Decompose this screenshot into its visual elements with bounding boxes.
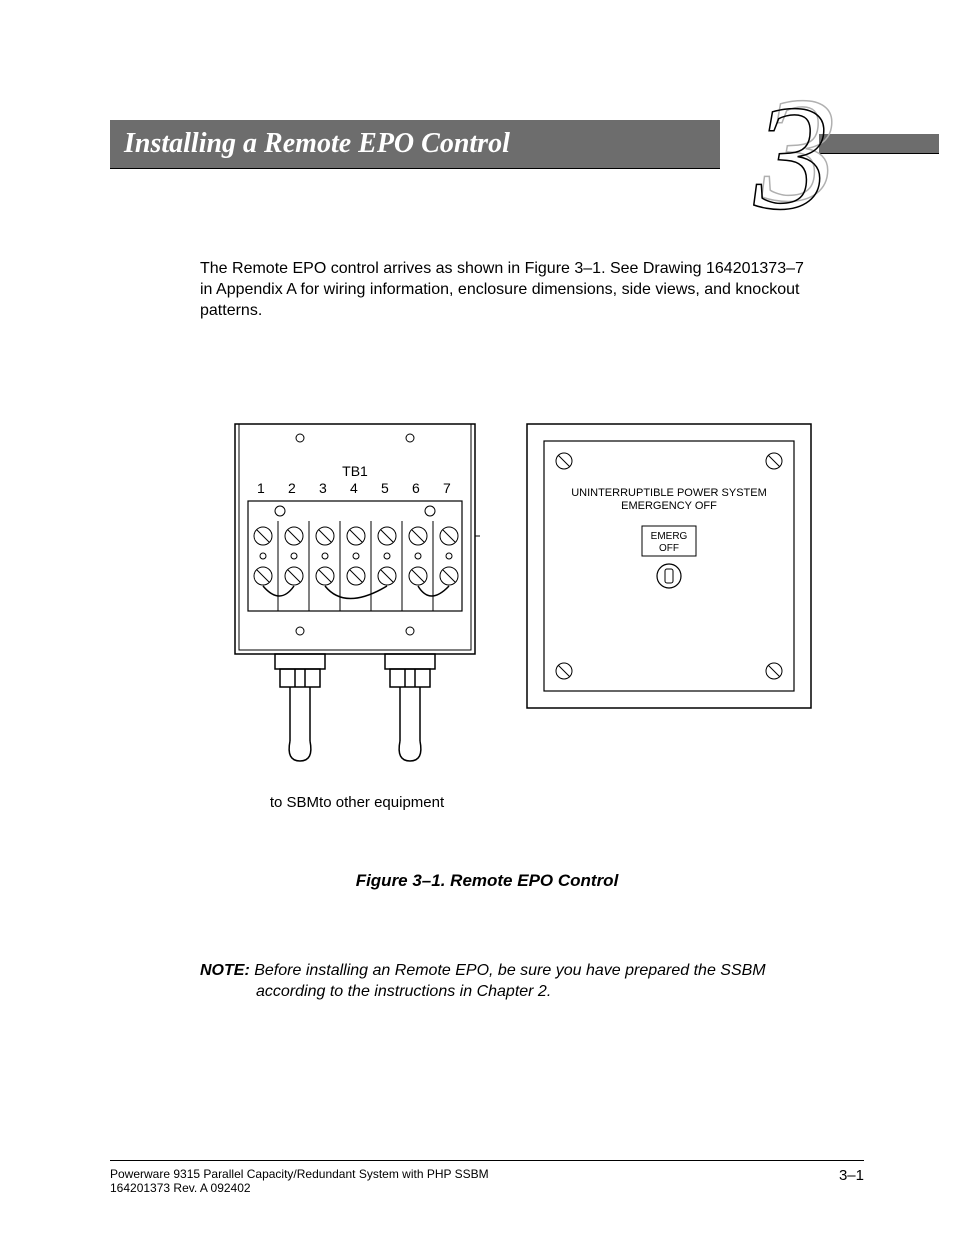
epo-faceplate: UNINTERRUPTIBLE POWER SYSTEM EMERGENCY O… xyxy=(524,421,814,716)
terminal-numbers: 1 2 3 4 5 6 7 xyxy=(257,480,451,496)
note-paragraph: NOTE: Before installing an Remote EPO, b… xyxy=(200,961,804,1003)
terminal-block-panel: TB1 1 2 3 4 5 6 7 xyxy=(230,421,484,811)
svg-text:EMERG: EMERG xyxy=(651,531,688,542)
note-line1: Before installing an Remote EPO, be sure… xyxy=(254,962,765,979)
chapter-number-graphic: 3 3 xyxy=(744,80,854,240)
panel-heading-l1: UNINTERRUPTIBLE POWER SYSTEM xyxy=(571,487,767,499)
note-label: NOTE: xyxy=(200,962,250,979)
svg-text:2: 2 xyxy=(288,480,296,496)
svg-text:OFF: OFF xyxy=(659,543,679,554)
svg-text:5: 5 xyxy=(381,480,389,496)
cable-right-label: to other equipment xyxy=(319,794,444,811)
svg-text:6: 6 xyxy=(412,480,420,496)
svg-text:3: 3 xyxy=(319,480,327,496)
svg-text:7: 7 xyxy=(443,480,451,496)
svg-text:4: 4 xyxy=(350,480,358,496)
chapter-title: Installing a Remote EPO Control xyxy=(110,120,720,169)
cable-left-label: to SBM xyxy=(270,794,319,811)
footer-left: Powerware 9315 Parallel Capacity/Redunda… xyxy=(110,1167,489,1195)
panel-heading-l2: EMERGENCY OFF xyxy=(621,500,717,512)
footer-line1: Powerware 9315 Parallel Capacity/Redunda… xyxy=(110,1167,489,1181)
footer-page-num: 3–1 xyxy=(839,1167,864,1195)
tb1-label: TB1 xyxy=(342,463,368,479)
note-line2: according to the instructions in Chapter… xyxy=(256,982,804,1003)
figure-caption: Figure 3–1. Remote EPO Control xyxy=(110,871,864,891)
figure-area: TB1 1 2 3 4 5 6 7 xyxy=(180,421,864,811)
chapter-header: Installing a Remote EPO Control 3 3 xyxy=(110,120,864,169)
intro-paragraph: The Remote EPO control arrives as shown … xyxy=(200,259,804,321)
svg-text:3: 3 xyxy=(753,80,829,240)
footer-line2: 164201373 Rev. A 092402 xyxy=(110,1181,489,1195)
svg-text:1: 1 xyxy=(257,480,265,496)
page-footer: Powerware 9315 Parallel Capacity/Redunda… xyxy=(110,1160,864,1195)
